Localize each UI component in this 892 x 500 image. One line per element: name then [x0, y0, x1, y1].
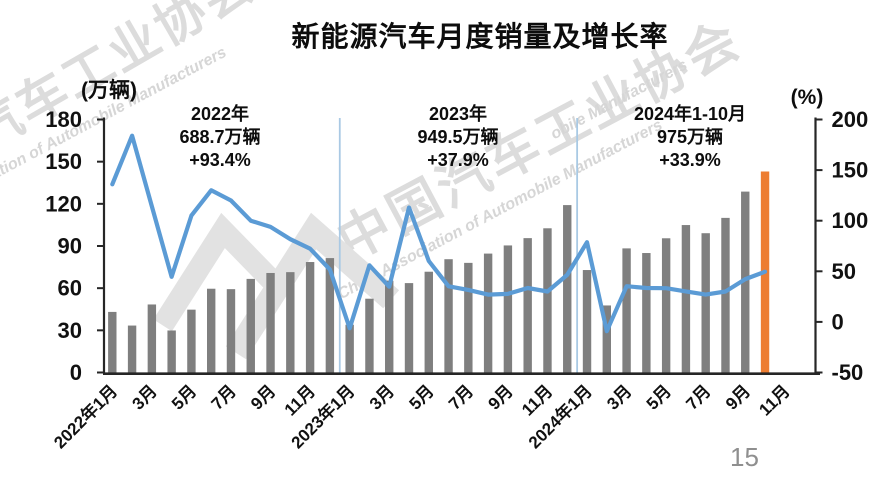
sales-bar — [464, 262, 473, 373]
sales-bar — [523, 238, 532, 373]
sales-bar — [642, 253, 651, 373]
sales-bar — [127, 325, 137, 373]
right-axis-tick-label: 150 — [832, 158, 869, 183]
x-axis-label: 9月 — [722, 381, 754, 413]
left-axis-tick-label: 0 — [70, 360, 82, 385]
x-axis-label: 2022年1月 — [50, 381, 122, 453]
sales-bar — [207, 288, 216, 373]
sales-bar — [246, 278, 255, 373]
sales-bar — [404, 283, 414, 373]
x-axis-label: 3月 — [603, 381, 635, 413]
year-annotation-line: 2023年 — [429, 103, 487, 124]
year-annotation-line: 2024年1-10月 — [634, 103, 746, 124]
sales-bar — [681, 225, 691, 373]
sales-bar — [721, 217, 730, 373]
x-axis-label: 5月 — [643, 381, 675, 413]
x-axis-label: 5月 — [168, 381, 200, 413]
sales-bar — [385, 280, 394, 373]
chart-title: 新能源汽车月度销量及增长率 — [291, 21, 669, 52]
sales-bar — [226, 289, 236, 373]
year-annotation-line: +37.9% — [427, 150, 489, 170]
year-annotation-line: 688.7万辆 — [179, 126, 260, 147]
left-axis-tick-label: 120 — [45, 191, 82, 216]
sales-bar — [286, 272, 295, 373]
left-axis-tick-label: 90 — [58, 234, 82, 259]
growth-line — [110, 133, 768, 334]
year-annotation-line: 949.5万辆 — [417, 126, 498, 147]
sales-bar — [147, 304, 157, 373]
right-axis-unit-label: (%) — [791, 86, 824, 109]
sales-bar — [543, 228, 552, 373]
sales-bar — [602, 305, 611, 373]
x-axis-label: 7月 — [208, 381, 240, 413]
sales-bar — [108, 311, 117, 373]
x-axis-label: 7月 — [445, 381, 477, 413]
sales-bar — [563, 205, 572, 373]
right-axis-tick-label: 0 — [832, 309, 844, 334]
x-axis-label: 3月 — [366, 381, 398, 413]
x-axis-label: 5月 — [405, 381, 437, 413]
sales-bar — [503, 245, 513, 373]
x-axis-label: 9月 — [485, 381, 517, 413]
sales-bar — [483, 253, 493, 373]
sales-bar — [701, 233, 710, 373]
year-annotation-line: 2022年 — [191, 103, 249, 124]
sales-bar — [345, 324, 354, 373]
sales-bar — [622, 248, 631, 373]
right-axis-tick-label: 100 — [832, 208, 869, 233]
sales-bar — [266, 272, 275, 373]
x-axis-label: 7月 — [682, 381, 714, 413]
year-annotation-line: +33.9% — [659, 150, 721, 170]
left-axis-tick-label: 60 — [58, 276, 82, 301]
sales-bar — [661, 238, 671, 373]
sales-bar — [167, 330, 176, 373]
page-number: 15 — [730, 442, 759, 472]
sales-bar — [444, 259, 453, 373]
sales-bar — [305, 262, 315, 373]
sales-bar — [187, 309, 196, 373]
x-axis-label: 11月 — [755, 381, 793, 419]
left-axis-tick-label: 150 — [45, 149, 82, 174]
left-axis-unit-label: (万辆) — [81, 78, 137, 102]
right-axis-tick-label: -50 — [832, 360, 864, 385]
year-annotation-line: 975万辆 — [657, 126, 723, 147]
left-axis-tick-label: 30 — [58, 318, 82, 343]
sales-bar — [582, 270, 592, 373]
year-annotation-line: +93.4% — [189, 150, 251, 170]
sales-bar — [741, 191, 750, 373]
left-axis-tick-label: 180 — [45, 107, 82, 132]
right-axis-tick-label: 50 — [832, 259, 856, 284]
right-axis-tick-label: 200 — [832, 107, 869, 132]
sales-bar — [365, 298, 374, 373]
x-axis-label: 9月 — [247, 381, 279, 413]
sales-bar — [424, 271, 433, 373]
x-axis-label: 3月 — [129, 381, 161, 413]
